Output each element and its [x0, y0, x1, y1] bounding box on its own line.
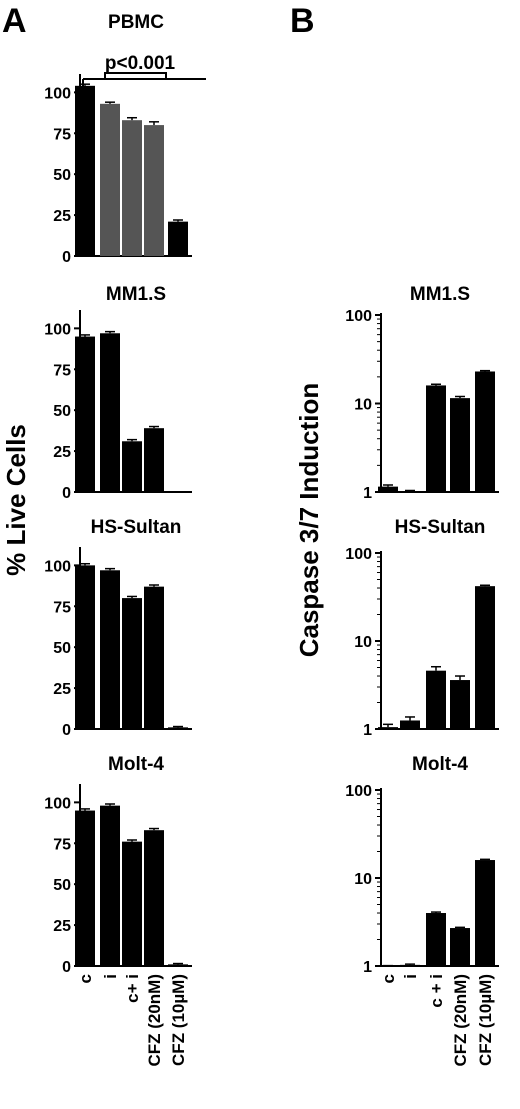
y-tick-label: 75 — [53, 126, 71, 143]
y-tick-label: 100 — [345, 308, 372, 325]
bar — [122, 598, 142, 729]
y-tick-label: 25 — [53, 208, 71, 225]
bar — [122, 841, 142, 966]
chart-title: HS-Sultan — [395, 517, 486, 538]
y-tick-label: 10 — [354, 871, 372, 888]
bar — [144, 830, 164, 966]
x-tick-label: CFZ (10µM) — [476, 974, 495, 1066]
chart-title: MM1.S — [410, 284, 470, 305]
y-tick-label: 50 — [53, 640, 71, 657]
panel-label-b: B — [290, 2, 315, 40]
bar — [450, 680, 470, 729]
y-tick-label: 25 — [53, 681, 71, 698]
bar — [400, 720, 420, 729]
y-tick-label: 100 — [44, 85, 71, 102]
bar — [168, 727, 188, 729]
x-tick-label: c — [379, 974, 398, 983]
significance-label: p<0.001 — [105, 53, 176, 74]
chart-5: HS-Sultan 1 10 100 — [345, 517, 499, 739]
bar — [144, 125, 164, 256]
bar — [144, 586, 164, 729]
bar — [378, 727, 398, 729]
chart-1: MM1.S 0 25 50 75 100 — [44, 284, 192, 502]
bar — [378, 486, 398, 492]
x-tick-label: CFZ (20nM) — [145, 974, 164, 1067]
bar — [426, 913, 446, 966]
chart-title: PBMC — [108, 12, 164, 33]
bar — [426, 385, 446, 492]
y-tick-label: 75 — [53, 362, 71, 379]
chart-6: Molt-4 1 10 100 c i c + i CFZ (20nM) CFZ (10µM) — [345, 754, 499, 1067]
bar — [75, 85, 95, 257]
bar — [475, 586, 495, 729]
y-tick-label: 1 — [363, 959, 372, 976]
bar — [475, 371, 495, 492]
x-tick-label: i — [401, 974, 420, 979]
x-tick-label: CFZ (20nM) — [451, 974, 470, 1067]
bar — [400, 491, 420, 492]
chart-title: MM1.S — [106, 284, 166, 305]
chart-4: MM1.S 1 10 100 — [345, 284, 499, 502]
y-tick-label: 75 — [53, 599, 71, 616]
chart-3: Molt-4 0 25 50 75 100 c i c+ i CFZ (20nM) CFZ (10µ… — [44, 754, 192, 1067]
bar — [475, 860, 495, 966]
y-tick-label: 10 — [354, 397, 372, 414]
bar — [426, 670, 446, 729]
bar — [450, 398, 470, 492]
y-tick-label: 1 — [363, 485, 372, 502]
x-tick-label: c — [76, 974, 95, 983]
charts-group: PBMC0255075100p<0.001MM1.S0255075100HS-S… — [44, 12, 499, 1067]
y-tick-label: 50 — [53, 167, 71, 184]
bar — [450, 928, 470, 966]
y-tick-label: 100 — [44, 321, 71, 338]
y-tick-label: 50 — [53, 877, 71, 894]
chart-2: HS-Sultan 0 25 50 75 100 — [44, 517, 192, 739]
bar — [168, 492, 188, 493]
y-tick-label: 75 — [53, 836, 71, 853]
y-tick-label: 100 — [345, 783, 372, 800]
bar — [100, 805, 120, 966]
y-tick-label: 100 — [345, 546, 372, 563]
bar — [168, 964, 188, 966]
bar — [122, 120, 142, 256]
x-tick-label: CFZ (10µM) — [169, 974, 188, 1066]
y-tick-label: 0 — [62, 249, 71, 266]
bar — [144, 428, 164, 492]
chart-title: Molt-4 — [412, 754, 468, 775]
y-tick-label: 0 — [62, 722, 71, 739]
y-tick-label: 100 — [44, 795, 71, 812]
y-tick-label: 100 — [44, 558, 71, 575]
bracket-inner — [104, 72, 167, 79]
bar — [100, 333, 120, 492]
y-tick-label: 1 — [363, 722, 372, 739]
bar — [168, 221, 188, 256]
bar — [75, 810, 95, 966]
y-tick-label: 0 — [62, 959, 71, 976]
bar — [75, 565, 95, 729]
y-tick-label: 25 — [53, 918, 71, 935]
y-tick-label: 50 — [53, 403, 71, 420]
chart-0: PBMC 0 25 50 75 100 p<0.001 — [44, 12, 206, 266]
x-tick-label: c+ i — [123, 974, 142, 1003]
bar — [100, 570, 120, 729]
x-tick-label: c + i — [427, 974, 446, 1008]
y-tick-label: 25 — [53, 444, 71, 461]
bar — [100, 103, 120, 257]
y-axis-title-right: Caspase 3/7 Induction — [294, 383, 324, 658]
y-tick-label: 0 — [62, 485, 71, 502]
chart-title: Molt-4 — [108, 754, 164, 775]
bar — [75, 336, 95, 492]
bar — [122, 441, 142, 492]
chart-title: HS-Sultan — [91, 517, 182, 538]
bar — [400, 964, 420, 966]
y-axis-title-left: % Live Cells — [1, 424, 31, 576]
y-tick-label: 10 — [354, 634, 372, 651]
x-tick-label: i — [101, 974, 120, 979]
panel-label-a: A — [2, 2, 27, 40]
